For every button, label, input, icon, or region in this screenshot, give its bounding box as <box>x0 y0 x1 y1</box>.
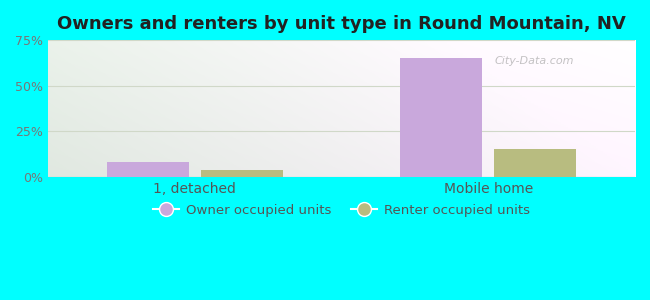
Bar <box>200 169 283 177</box>
Bar <box>107 162 188 177</box>
Bar <box>400 58 482 177</box>
Title: Owners and renters by unit type in Round Mountain, NV: Owners and renters by unit type in Round… <box>57 15 626 33</box>
Bar <box>494 149 577 177</box>
Text: City-Data.com: City-Data.com <box>494 56 573 66</box>
Legend: Owner occupied units, Renter occupied units: Owner occupied units, Renter occupied un… <box>148 199 536 222</box>
